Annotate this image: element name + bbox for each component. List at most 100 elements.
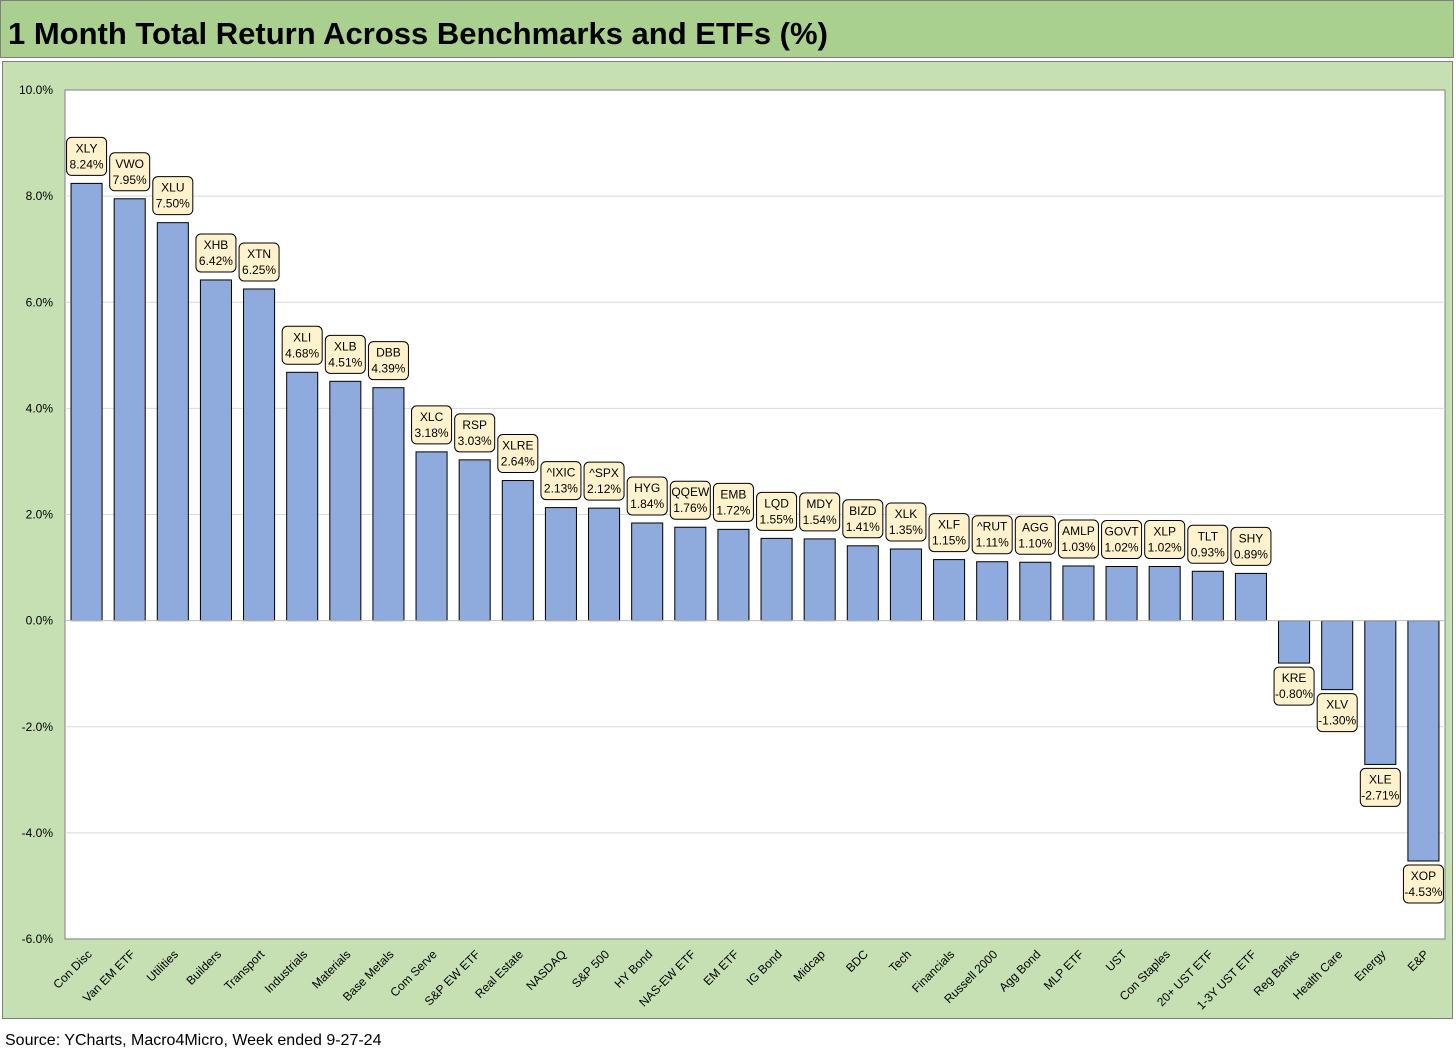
data-label-value: 1.11%: [976, 536, 1009, 550]
x-tick-label: MLP ETF: [1041, 947, 1087, 993]
data-label-ticker: XLRE: [502, 439, 533, 453]
y-axis-ticks: -6.0% -4.0% -2.0% 0.0% 2.0% 4.0% 6.0% 8.0% 10.0%: [19, 83, 53, 946]
data-label-value: 4.68%: [285, 346, 319, 360]
data-label-box: [109, 152, 151, 192]
data-label-box: [1014, 515, 1056, 555]
bar: [156, 222, 189, 622]
data-label-ticker: XLE: [1369, 772, 1392, 786]
x-tick-label: IG Bond: [744, 947, 785, 988]
data-label-box: [669, 480, 711, 520]
data-label-ticker: QQEW: [671, 485, 710, 499]
bar: [1191, 570, 1224, 622]
y-tick-label: -4.0%: [22, 826, 54, 840]
data-label-ticker: KRE: [1282, 671, 1307, 685]
data-label-value: 1.76%: [673, 501, 707, 515]
y-tick-label: 2.0%: [26, 508, 54, 522]
data-label-box: [799, 492, 841, 532]
data-label-box: [411, 405, 453, 445]
data-label-ticker: HYG: [634, 481, 660, 495]
bar: [70, 182, 103, 622]
data-label-value: 1.72%: [716, 503, 750, 517]
data-label-ticker: VWO: [115, 157, 144, 171]
data-label-value: 2.64%: [501, 455, 535, 469]
data-label: HYG 1.84%: [626, 476, 668, 516]
data-label-value: 1.10%: [1018, 536, 1052, 550]
data-label-box: [626, 476, 668, 516]
data-label-value: 1.54%: [803, 513, 837, 527]
data-labels: XLY 8.24% VWO 7.95% XLU 7.50% XHB 6.42% XTN 6.25%…: [66, 136, 1444, 904]
data-label-box: [842, 499, 884, 539]
data-label-ticker: DBB: [376, 346, 401, 360]
data-label: ^RUT 1.11%: [971, 515, 1013, 555]
x-tick-label: NASDAQ: [523, 947, 569, 993]
bar: [113, 198, 146, 622]
data-label-ticker: AMLP: [1062, 524, 1095, 538]
bar: [717, 528, 750, 622]
data-label: DBB 4.39%: [367, 341, 409, 381]
data-label-ticker: RSP: [462, 418, 487, 432]
data-label-ticker: ^RUT: [977, 520, 1008, 534]
data-label: XHB 6.42%: [195, 233, 237, 273]
bar: [1062, 565, 1095, 622]
data-label-value: 1.03%: [1061, 540, 1095, 554]
data-label: XLC 3.18%: [411, 405, 453, 445]
data-label: KRE -0.80%: [1273, 666, 1315, 706]
data-label-value: 0.93%: [1191, 545, 1225, 559]
data-label: XOP -4.53%: [1402, 864, 1444, 904]
x-tick-label: EM ETF: [701, 947, 742, 988]
data-label-box: [1230, 526, 1272, 566]
data-label: XLU 7.50%: [152, 176, 194, 216]
data-label-box: [367, 341, 409, 381]
data-label-value: 2.12%: [587, 482, 621, 496]
data-label-box: [1402, 864, 1444, 904]
data-label-box: [324, 334, 366, 374]
bar: [1234, 572, 1267, 622]
data-label-value: 3.03%: [458, 434, 492, 448]
data-label-ticker: XLY: [76, 141, 98, 155]
data-label-box: [928, 513, 970, 553]
data-label-ticker: MDY: [806, 497, 833, 511]
data-label-box: [1144, 520, 1186, 560]
x-tick-label: Midcap: [791, 947, 828, 984]
chart-area: -6.0% -4.0% -2.0% 0.0% 2.0% 4.0% 6.0% 8.0% 10.0%…: [2, 61, 1453, 1019]
title-bar: 1 Month Total Return Across Benchmarks a…: [0, 0, 1454, 58]
data-label-ticker: XLU: [161, 181, 184, 195]
y-tick-label: 0.0%: [26, 614, 54, 628]
data-label-box: [540, 461, 582, 501]
bar: [889, 548, 922, 622]
data-label: XLY 8.24%: [66, 136, 108, 176]
data-label-value: -4.53%: [1404, 885, 1442, 899]
data-label-box: [1316, 693, 1358, 733]
data-label: EMB 1.72%: [712, 482, 754, 522]
data-label: XLE -2.71%: [1359, 767, 1401, 807]
data-label-ticker: ^IXIC: [546, 466, 575, 480]
data-label-box: [454, 413, 496, 453]
data-label-box: [1187, 524, 1229, 564]
data-label-ticker: XLI: [293, 330, 311, 344]
data-label-ticker: AGG: [1022, 520, 1049, 534]
data-label-value: 6.42%: [199, 254, 233, 268]
data-label-value: 1.41%: [846, 520, 880, 534]
data-label-value: 1.84%: [630, 497, 664, 511]
bar: [1321, 620, 1354, 691]
data-label-value: -1.30%: [1318, 714, 1356, 728]
data-label-ticker: BIZD: [849, 504, 877, 518]
data-label: ^IXIC 2.13%: [540, 461, 582, 501]
bar: [372, 387, 405, 622]
x-tick-label: Energy: [1352, 947, 1389, 984]
x-tick-label: E&P: [1405, 947, 1432, 974]
x-tick-label: Materials: [309, 947, 353, 991]
data-label-box: [195, 233, 237, 273]
bar: [631, 522, 664, 622]
bar: [760, 537, 793, 622]
data-label: XLV -1.30%: [1316, 693, 1358, 733]
x-tick-label: Industrials: [262, 947, 311, 996]
data-label: VWO 7.95%: [109, 152, 151, 192]
data-label-box: [712, 482, 754, 522]
x-tick-label: Con Disc: [50, 947, 94, 991]
data-label-box: [885, 502, 927, 542]
bar: [588, 507, 621, 622]
data-label-value: -2.71%: [1361, 788, 1399, 802]
data-label: LQD 1.55%: [756, 491, 798, 531]
data-label-ticker: XLF: [938, 518, 960, 532]
